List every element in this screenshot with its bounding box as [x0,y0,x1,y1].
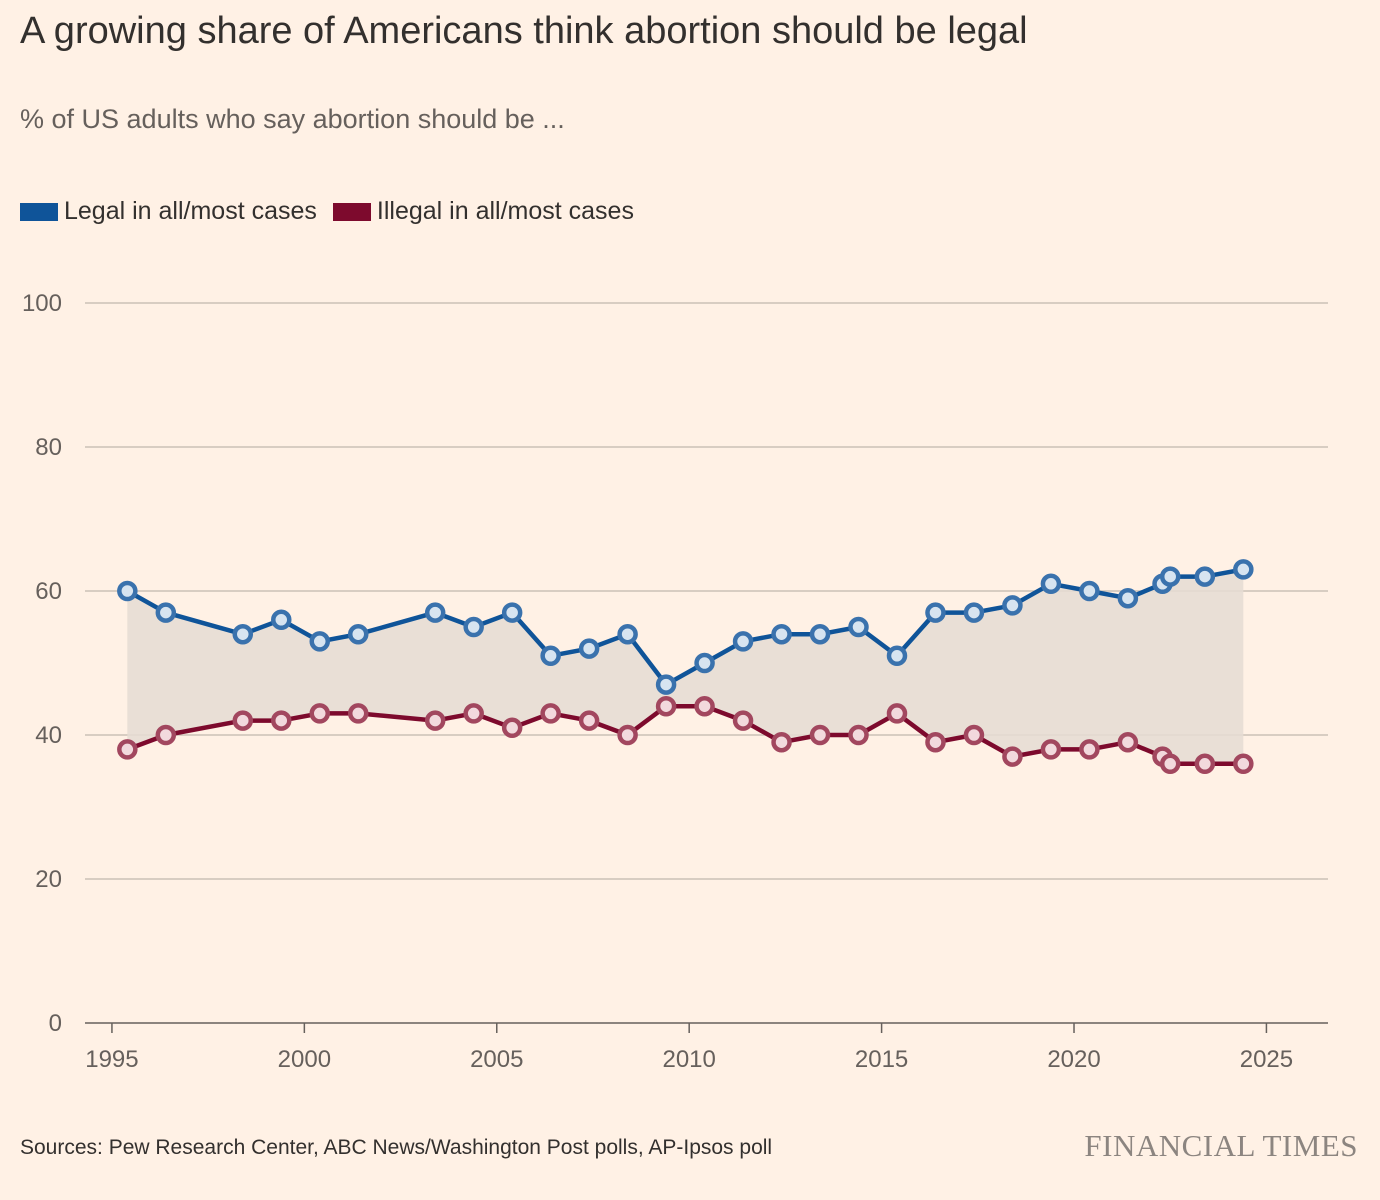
data-point-illegal [463,703,484,724]
x-tick-label: 2005 [470,1046,523,1073]
legend-label-legal: Legal in all/most cases [64,197,317,225]
data-point-illegal [578,710,600,731]
x-tick-label: 2000 [278,1046,331,1073]
legend-swatch-legal [20,202,58,221]
data-point-illegal [694,695,715,717]
data-point-illegal [540,703,561,724]
x-tick-label: 2025 [1240,1046,1293,1073]
data-point-legal [694,652,715,674]
data-point-legal [501,602,523,623]
data-point-illegal [424,710,446,731]
legend-item-legal: Legal in all/most cases [20,197,317,226]
y-tick-label: 0 [49,1010,62,1037]
data-point-illegal [886,703,908,724]
data-point-illegal [1117,731,1139,753]
data-point-illegal [655,695,677,717]
y-tick-label: 40 [35,722,62,749]
data-point-illegal [809,724,831,746]
x-tick-label: 2015 [855,1046,908,1073]
data-point-legal [1002,595,1023,616]
data-point-legal [1117,587,1139,609]
data-point-legal [463,616,484,638]
legend-item-illegal: Illegal in all/most cases [332,197,634,226]
data-point-legal [655,674,677,695]
data-point-legal [271,609,292,631]
data-point-legal [117,580,138,602]
data-point-illegal [1002,746,1023,767]
data-point-illegal [732,710,754,731]
data-point-legal [1079,580,1100,602]
chart-title: A growing share of Americans think abort… [20,10,1028,52]
y-tick-label: 80 [35,434,62,461]
y-tick-label: 100 [22,290,62,317]
data-point-legal [155,602,177,623]
gap-area [127,569,1244,764]
publisher-logo: FINANCIAL TIMES [1084,1128,1358,1163]
data-point-illegal [232,710,254,731]
data-point-illegal [155,724,177,746]
y-tick-label: 20 [35,866,62,893]
data-point-legal [1233,559,1254,580]
data-point-legal [732,631,754,652]
data-point-illegal [1233,753,1254,775]
data-point-illegal [1159,753,1181,775]
data-point-illegal [347,703,369,724]
data-point-illegal [963,724,985,746]
data-point-legal [886,645,908,667]
chart-subtitle: % of US adults who say abortion should b… [20,104,565,134]
legend-swatch-illegal [332,202,371,221]
data-point-legal [617,623,638,645]
data-point-legal [925,602,946,623]
data-point-illegal [1194,753,1216,775]
source-note: Sources: Pew Research Center, ABC News/W… [20,1136,773,1159]
data-point-legal [232,623,254,645]
data-point-legal [347,623,369,645]
data-point-illegal [848,724,869,746]
y-tick-label: 60 [35,578,62,605]
data-point-legal [578,638,600,659]
data-point-illegal [1079,739,1100,760]
data-point-legal [963,602,985,623]
data-point-illegal [771,731,792,753]
data-point-legal [848,616,869,638]
data-point-illegal [117,739,138,760]
data-point-legal [309,631,330,652]
data-point-illegal [271,710,292,731]
legend: Legal in all/most cases Illegal in all/m… [20,197,650,226]
data-point-legal [1194,566,1216,587]
data-point-illegal [1040,739,1062,760]
data-point-legal [1159,566,1181,587]
data-point-legal [771,623,792,645]
data-point-legal [809,623,831,645]
x-tick-label: 2020 [1047,1046,1100,1073]
data-point-illegal [309,703,330,724]
data-point-illegal [501,717,523,739]
x-tick-label: 2010 [662,1046,715,1073]
legend-label-illegal: Illegal in all/most cases [376,197,634,225]
x-tick-label: 1995 [85,1046,138,1073]
data-point-legal [1040,573,1062,595]
data-point-illegal [925,731,946,753]
data-point-legal [540,645,561,667]
data-point-illegal [617,724,638,746]
data-point-legal [424,602,446,623]
